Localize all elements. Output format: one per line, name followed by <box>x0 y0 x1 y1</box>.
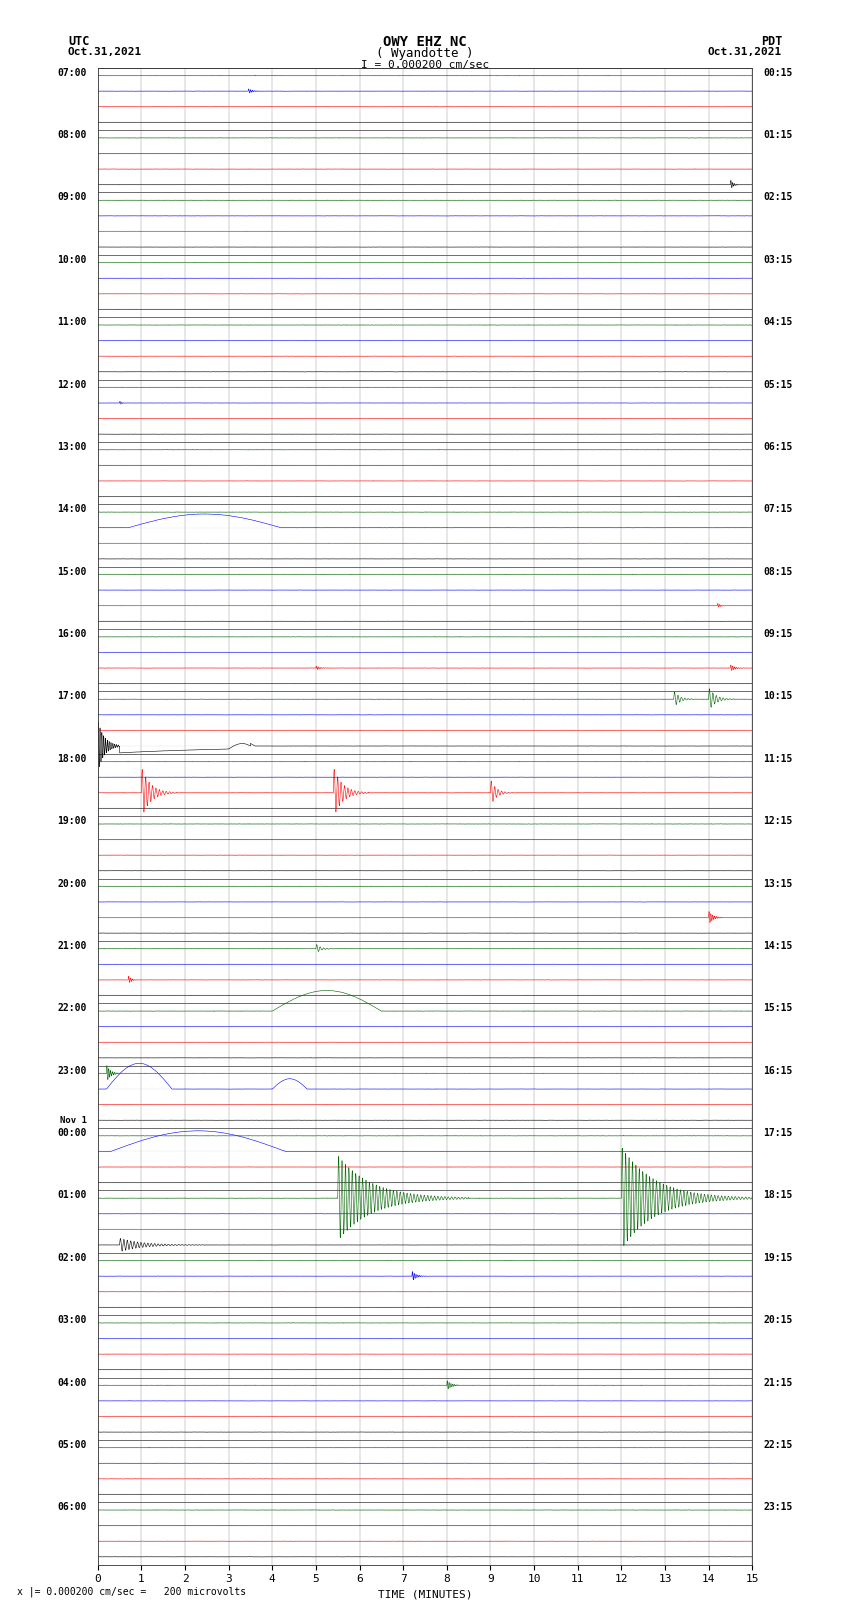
Text: 21:15: 21:15 <box>763 1378 792 1387</box>
Text: x |= 0.000200 cm/sec =   200 microvolts: x |= 0.000200 cm/sec = 200 microvolts <box>17 1586 246 1597</box>
Text: 16:00: 16:00 <box>58 629 87 639</box>
Text: ( Wyandotte ): ( Wyandotte ) <box>377 47 473 60</box>
Text: 10:15: 10:15 <box>763 692 792 702</box>
Text: 17:15: 17:15 <box>763 1127 792 1139</box>
Text: OWY EHZ NC: OWY EHZ NC <box>383 35 467 50</box>
Text: 00:15: 00:15 <box>763 68 792 77</box>
Text: 22:00: 22:00 <box>58 1003 87 1013</box>
Text: 07:15: 07:15 <box>763 505 792 515</box>
Text: 20:00: 20:00 <box>58 879 87 889</box>
Text: 01:00: 01:00 <box>58 1190 87 1200</box>
Text: 05:00: 05:00 <box>58 1440 87 1450</box>
Text: 12:00: 12:00 <box>58 379 87 390</box>
Text: 23:15: 23:15 <box>763 1502 792 1513</box>
Text: Oct.31,2021: Oct.31,2021 <box>68 47 142 56</box>
Text: 06:15: 06:15 <box>763 442 792 452</box>
X-axis label: TIME (MINUTES): TIME (MINUTES) <box>377 1590 473 1600</box>
Text: 11:00: 11:00 <box>58 318 87 327</box>
Text: 08:00: 08:00 <box>58 131 87 140</box>
Text: 13:00: 13:00 <box>58 442 87 452</box>
Text: 21:00: 21:00 <box>58 940 87 952</box>
Text: 06:00: 06:00 <box>58 1502 87 1513</box>
Text: 15:15: 15:15 <box>763 1003 792 1013</box>
Text: 10:00: 10:00 <box>58 255 87 265</box>
Text: 04:00: 04:00 <box>58 1378 87 1387</box>
Text: UTC: UTC <box>68 35 89 48</box>
Text: 02:15: 02:15 <box>763 192 792 203</box>
Text: 01:15: 01:15 <box>763 131 792 140</box>
Text: 13:15: 13:15 <box>763 879 792 889</box>
Text: 07:00: 07:00 <box>58 68 87 77</box>
Text: 03:00: 03:00 <box>58 1315 87 1326</box>
Text: 20:15: 20:15 <box>763 1315 792 1326</box>
Text: 14:00: 14:00 <box>58 505 87 515</box>
Text: PDT: PDT <box>761 35 782 48</box>
Text: 19:15: 19:15 <box>763 1253 792 1263</box>
Text: 22:15: 22:15 <box>763 1440 792 1450</box>
Text: 03:15: 03:15 <box>763 255 792 265</box>
Text: 17:00: 17:00 <box>58 692 87 702</box>
Text: 08:15: 08:15 <box>763 566 792 577</box>
Text: 15:00: 15:00 <box>58 566 87 577</box>
Text: 16:15: 16:15 <box>763 1066 792 1076</box>
Text: 09:00: 09:00 <box>58 192 87 203</box>
Text: 11:15: 11:15 <box>763 753 792 765</box>
Text: 18:15: 18:15 <box>763 1190 792 1200</box>
Text: 02:00: 02:00 <box>58 1253 87 1263</box>
Text: 18:00: 18:00 <box>58 753 87 765</box>
Text: 05:15: 05:15 <box>763 379 792 390</box>
Text: 00:00: 00:00 <box>58 1127 87 1139</box>
Text: 19:00: 19:00 <box>58 816 87 826</box>
Text: 14:15: 14:15 <box>763 940 792 952</box>
Text: 09:15: 09:15 <box>763 629 792 639</box>
Text: 12:15: 12:15 <box>763 816 792 826</box>
Text: Nov 1: Nov 1 <box>60 1116 87 1124</box>
Text: Oct.31,2021: Oct.31,2021 <box>708 47 782 56</box>
Text: 23:00: 23:00 <box>58 1066 87 1076</box>
Text: 04:15: 04:15 <box>763 318 792 327</box>
Text: I = 0.000200 cm/sec: I = 0.000200 cm/sec <box>361 60 489 69</box>
